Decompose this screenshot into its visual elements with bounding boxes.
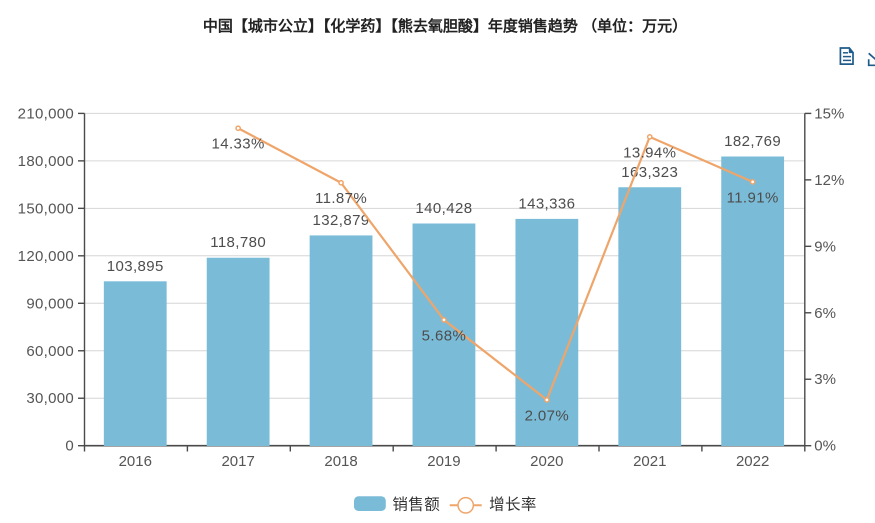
svg-text:销售额: 销售额 bbox=[392, 496, 440, 514]
svg-text:210,000: 210,000 bbox=[18, 105, 74, 122]
svg-text:2.07%: 2.07% bbox=[525, 407, 570, 424]
svg-text:60,000: 60,000 bbox=[26, 343, 74, 360]
svg-text:2022: 2022 bbox=[736, 453, 769, 470]
svg-text:2016: 2016 bbox=[119, 453, 152, 470]
svg-text:9%: 9% bbox=[814, 238, 836, 255]
svg-text:11.91%: 11.91% bbox=[727, 189, 779, 206]
svg-text:103,895: 103,895 bbox=[107, 258, 164, 275]
svg-text:5.68%: 5.68% bbox=[422, 327, 467, 344]
svg-text:3%: 3% bbox=[814, 371, 836, 388]
svg-text:2021: 2021 bbox=[633, 453, 666, 470]
svg-text:163,323: 163,323 bbox=[621, 164, 678, 181]
svg-text:2019: 2019 bbox=[427, 453, 460, 470]
svg-text:120,000: 120,000 bbox=[18, 248, 74, 265]
svg-text:90,000: 90,000 bbox=[26, 295, 74, 312]
svg-text:140,428: 140,428 bbox=[415, 200, 472, 217]
svg-text:14.33%: 14.33% bbox=[212, 136, 265, 153]
svg-text:2020: 2020 bbox=[530, 453, 563, 470]
svg-text:12%: 12% bbox=[814, 172, 844, 189]
svg-text:180,000: 180,000 bbox=[18, 153, 74, 170]
svg-text:150,000: 150,000 bbox=[18, 200, 74, 217]
svg-text:15%: 15% bbox=[814, 105, 844, 122]
svg-text:中国【城市公立】【化学药】【熊去氧胆酸】年度销售趋势 （单位: 中国【城市公立】【化学药】【熊去氧胆酸】年度销售趋势 （单位：万元） bbox=[203, 17, 687, 35]
svg-text:0%: 0% bbox=[814, 438, 836, 455]
svg-text:2017: 2017 bbox=[221, 453, 254, 470]
svg-text:13.94%: 13.94% bbox=[623, 144, 676, 161]
svg-text:6%: 6% bbox=[814, 305, 836, 322]
svg-text:182,769: 182,769 bbox=[724, 133, 781, 150]
svg-text:11.87%: 11.87% bbox=[315, 190, 367, 207]
svg-text:118,780: 118,780 bbox=[210, 234, 266, 251]
svg-text:30,000: 30,000 bbox=[26, 390, 74, 407]
svg-text:143,336: 143,336 bbox=[518, 195, 575, 212]
svg-text:2018: 2018 bbox=[324, 453, 357, 470]
svg-text:0: 0 bbox=[65, 438, 74, 455]
svg-text:132,879: 132,879 bbox=[313, 212, 370, 229]
svg-text:增长率: 增长率 bbox=[489, 496, 537, 514]
